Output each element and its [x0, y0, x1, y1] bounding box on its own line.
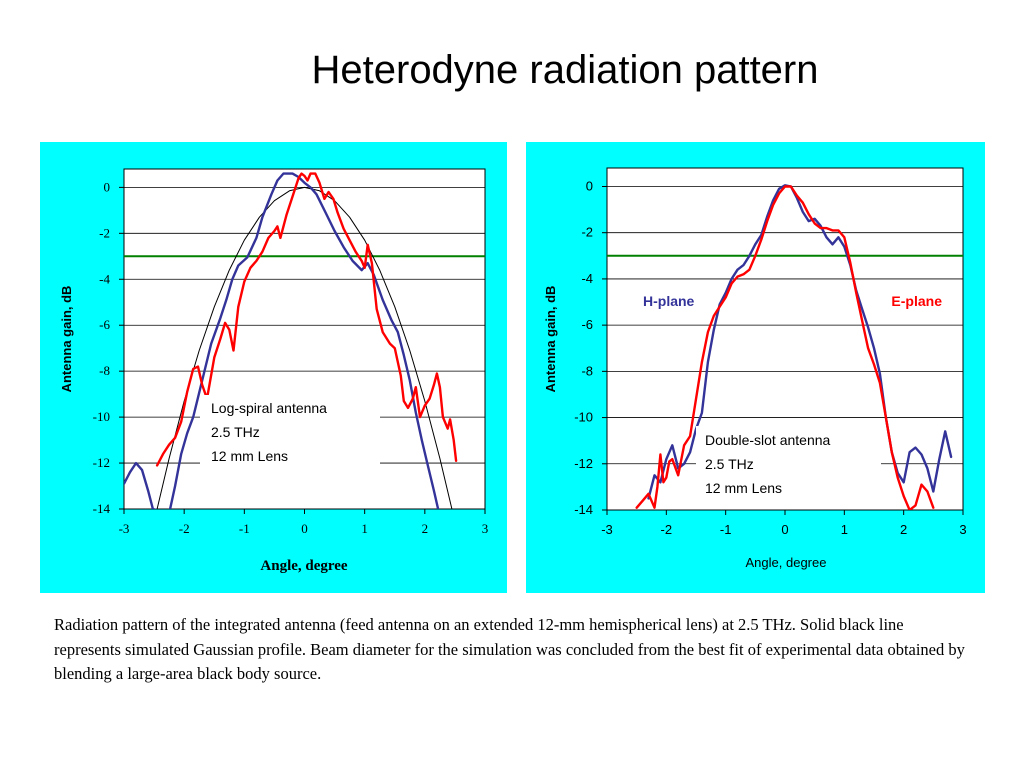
series-line — [647, 184, 953, 500]
x-tick-label: -2 — [179, 521, 190, 536]
series-group — [635, 184, 953, 510]
annotation-text: 12 mm Lens — [705, 480, 782, 496]
series-line-simulated — [156, 186, 453, 509]
annotation-text: Double-slot antenna — [705, 432, 831, 448]
x-tick-label: 0 — [781, 522, 788, 537]
x-tick-label: -3 — [119, 521, 130, 536]
annotation-box — [696, 426, 881, 498]
y-tick-label: -12 — [93, 455, 110, 470]
y-tick-label: -10 — [93, 409, 110, 424]
x-axis-label: Angle, degree — [260, 558, 348, 574]
x-tick-label: -1 — [239, 521, 250, 536]
y-tick-label: -14 — [574, 502, 593, 517]
chart-panel-double-slot: 0 -2 -4 -6 -8 -10 -12 -14 -3 -2 -1 0 1 2 3 Angle, degre… — [526, 142, 985, 593]
legend-label: H-plane — [643, 293, 695, 309]
x-tick-label: 3 — [959, 522, 966, 537]
series-line — [635, 185, 935, 510]
y-tick-label: -6 — [581, 317, 593, 332]
y-axis-label: Antenna gain, dB — [543, 286, 558, 393]
x-tick-label: 2 — [900, 522, 907, 537]
x-tick-label: 2 — [422, 521, 429, 536]
y-tick-label: -8 — [99, 363, 110, 378]
y-tick-label: -4 — [581, 271, 593, 286]
chart-panel-log-spiral: 0 -2 -4 -6 -8 -10 -12 -14 -3 -2 -1 0 1 2 3 Angle, degre… — [40, 142, 507, 593]
y-tick-label: -2 — [99, 225, 110, 240]
x-tick-label: 0 — [301, 521, 308, 536]
y-tick-label: -8 — [581, 363, 593, 378]
series-line — [155, 172, 458, 467]
x-tick-label: -2 — [661, 522, 673, 537]
x-tick-label: 1 — [841, 522, 848, 537]
y-tick-label: -10 — [574, 410, 593, 425]
x-tick-label: -3 — [601, 522, 613, 537]
series-line — [124, 172, 440, 509]
y-tick-label: -2 — [581, 225, 593, 240]
y-tick-label: -14 — [93, 501, 111, 516]
x-tick-label: -1 — [720, 522, 732, 537]
annotation-text: 2.5 THz — [705, 456, 754, 472]
y-tick-label: 0 — [104, 179, 111, 194]
x-tick-label: 3 — [482, 521, 489, 536]
series-group — [124, 172, 458, 509]
y-tick-label: -4 — [99, 271, 110, 286]
annotation-text: 2.5 THz — [211, 424, 260, 440]
y-tick-label: -6 — [99, 317, 110, 332]
y-tick-label: 0 — [586, 178, 593, 193]
y-axis-label: Antenna gain, dB — [59, 286, 74, 393]
annotation-text: Log-spiral antenna — [211, 400, 327, 416]
legend-label: E-plane — [891, 293, 942, 309]
page-title: Heterodyne radiation pattern — [311, 48, 819, 92]
y-tick-label: -12 — [574, 456, 593, 471]
figure-caption: Radiation pattern of the integrated ante… — [54, 615, 965, 683]
x-axis-label: Angle, degree — [746, 555, 827, 570]
x-tick-label: 1 — [361, 521, 368, 536]
annotation-box — [200, 395, 380, 465]
annotation-text: 12 mm Lens — [211, 448, 288, 464]
